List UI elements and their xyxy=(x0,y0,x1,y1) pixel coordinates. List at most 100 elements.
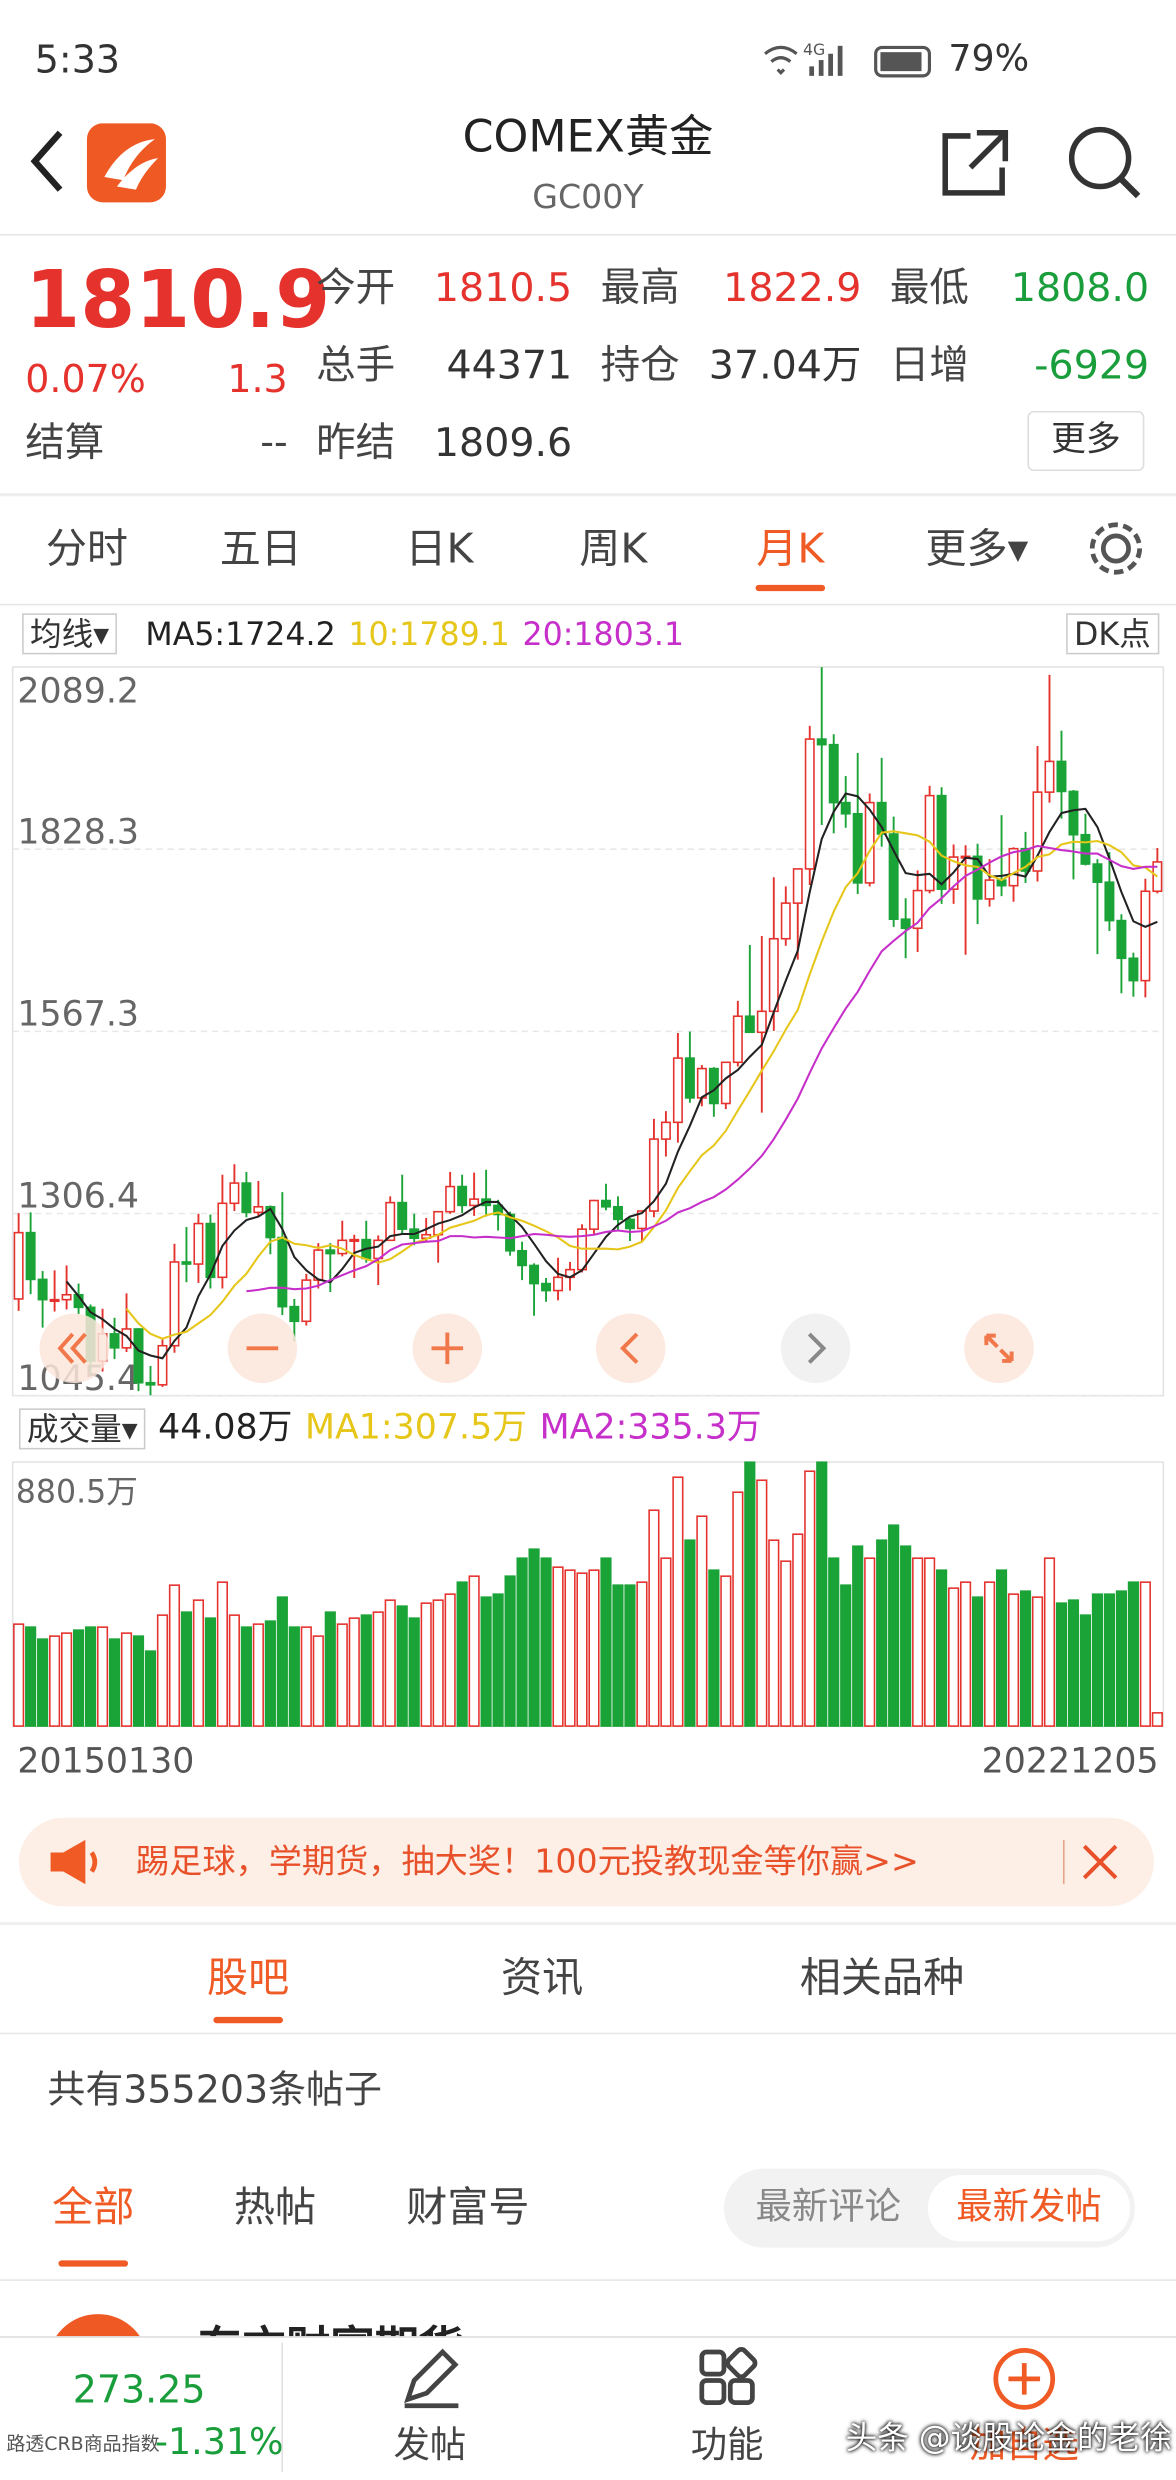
volume-bar xyxy=(828,1557,840,1727)
period-tab[interactable]: 日K xyxy=(405,526,474,574)
candle-body xyxy=(37,1278,48,1301)
candle-body xyxy=(325,1249,336,1255)
volume-bar xyxy=(864,1557,876,1727)
volume-bar xyxy=(672,1476,684,1727)
candle-body xyxy=(553,1276,564,1292)
period-tab[interactable]: 分时 xyxy=(45,526,129,574)
candle-body xyxy=(469,1198,480,1207)
y-tick-label: 1306.4 xyxy=(17,1177,139,1217)
candle-body xyxy=(493,1204,504,1216)
period-tab[interactable]: 更多▾ xyxy=(925,526,1029,574)
field-value: 1822.9 xyxy=(723,264,862,311)
volume-bar xyxy=(1055,1602,1068,1727)
promo-banner[interactable] xyxy=(18,1817,1154,1907)
volume-bar xyxy=(588,1569,600,1727)
volume-bar xyxy=(1115,1590,1127,1727)
volume-bar xyxy=(959,1581,972,1727)
bottom-action[interactable]: 功能 xyxy=(690,2425,764,2467)
field-label: 今开 xyxy=(316,264,396,311)
candle-body xyxy=(457,1185,468,1207)
volume-bar xyxy=(396,1605,408,1727)
volume-bar xyxy=(1007,1593,1020,1727)
sort-tab[interactable]: 最新发帖 xyxy=(956,2186,1102,2228)
volume-current: 44.08万 xyxy=(158,1408,293,1448)
candle-body xyxy=(684,1057,695,1099)
volume-bar xyxy=(995,1569,1008,1727)
banner-close[interactable] xyxy=(1059,1834,1138,1891)
ma-selector[interactable]: 均线▾ xyxy=(22,613,118,655)
candle-body xyxy=(145,1381,156,1386)
dk-button[interactable]: DK点 xyxy=(1066,613,1159,655)
candle-body xyxy=(1056,760,1067,793)
settings-button[interactable] xyxy=(1084,517,1147,580)
volume-bar xyxy=(132,1635,145,1727)
volume-bar xyxy=(1151,1712,1163,1727)
fullscreen-button[interactable] xyxy=(984,1333,1014,1363)
candle-body xyxy=(289,1305,300,1323)
filter-tab[interactable]: 全部 xyxy=(52,2184,135,2232)
candle-body xyxy=(313,1249,324,1281)
volume-bar xyxy=(37,1638,49,1727)
volume-bar xyxy=(72,1629,85,1727)
volume-bar xyxy=(540,1557,552,1727)
candle-body xyxy=(1080,833,1091,865)
community-tab[interactable]: 相关品种 xyxy=(799,1955,965,2003)
candle-body xyxy=(529,1264,540,1285)
period-tab[interactable]: 月K xyxy=(756,526,825,574)
index-name[interactable]: 路透CRB商品指数 xyxy=(6,2432,160,2455)
more-button[interactable]: 更多 xyxy=(1027,410,1145,472)
candle-body xyxy=(157,1344,168,1386)
volume-bar xyxy=(348,1617,360,1727)
candle-body xyxy=(720,1061,731,1105)
volume-bar xyxy=(108,1638,121,1727)
volume-bar xyxy=(156,1614,169,1727)
bottom-action[interactable]: 加自选 xyxy=(969,2425,1079,2467)
period-tab[interactable]: 周K xyxy=(579,526,648,574)
volume-bar xyxy=(744,1461,756,1727)
volume-bar xyxy=(144,1650,157,1727)
sort-active-bg xyxy=(927,2174,1131,2242)
candle-body xyxy=(517,1249,528,1267)
bottom-action[interactable]: 发帖 xyxy=(393,2425,467,2467)
back-button[interactable] xyxy=(30,130,63,192)
volume-bar xyxy=(216,1581,228,1727)
filter-tab[interactable]: 财富号 xyxy=(406,2184,530,2232)
index-change[interactable]: -1.31% xyxy=(154,2422,284,2464)
volume-bar xyxy=(252,1623,264,1727)
volume-bar xyxy=(456,1581,468,1727)
candle-body xyxy=(217,1202,228,1279)
search-button[interactable] xyxy=(1068,126,1141,199)
volume-selector[interactable]: 成交量▾ xyxy=(18,1408,146,1450)
field-value: 37.04万 xyxy=(708,342,862,389)
candle-body xyxy=(61,1293,72,1301)
index-value[interactable]: 273.25 xyxy=(72,2367,206,2413)
candle-body xyxy=(780,902,791,940)
volume-bar xyxy=(300,1626,312,1727)
ma-legend: 10:1789.1 xyxy=(348,614,510,653)
candle-body xyxy=(445,1185,456,1213)
candle-body xyxy=(265,1206,276,1239)
sort-tab[interactable]: 最新评论 xyxy=(755,2186,901,2228)
volume-bar xyxy=(576,1572,588,1727)
volume-bar xyxy=(528,1548,540,1727)
zoom-in-button[interactable] xyxy=(431,1332,464,1365)
candle-body xyxy=(912,889,923,930)
first-button[interactable] xyxy=(57,1332,87,1364)
next-button[interactable] xyxy=(807,1332,827,1364)
volume-bar xyxy=(564,1569,576,1727)
banner-text[interactable]: 踢足球，学期货，抽大奖！100元投教现金等你赢>> xyxy=(135,1842,919,1881)
header-right-icons xyxy=(942,126,1141,199)
period-tab[interactable]: 五日 xyxy=(219,526,302,574)
candle-body xyxy=(121,1328,132,1349)
candle-body xyxy=(1032,791,1043,872)
community-tab[interactable]: 资讯 xyxy=(501,1955,584,2003)
volume-bar xyxy=(432,1599,444,1727)
share-button[interactable] xyxy=(942,130,1009,196)
candle-body xyxy=(253,1206,264,1214)
network-type: 4G xyxy=(803,40,825,59)
filter-tab[interactable]: 热帖 xyxy=(233,2184,317,2232)
volume-bar xyxy=(192,1599,205,1727)
prev-button[interactable] xyxy=(619,1332,639,1364)
community-tab[interactable]: 股吧 xyxy=(207,1955,290,2003)
volume-bar xyxy=(912,1557,924,1727)
